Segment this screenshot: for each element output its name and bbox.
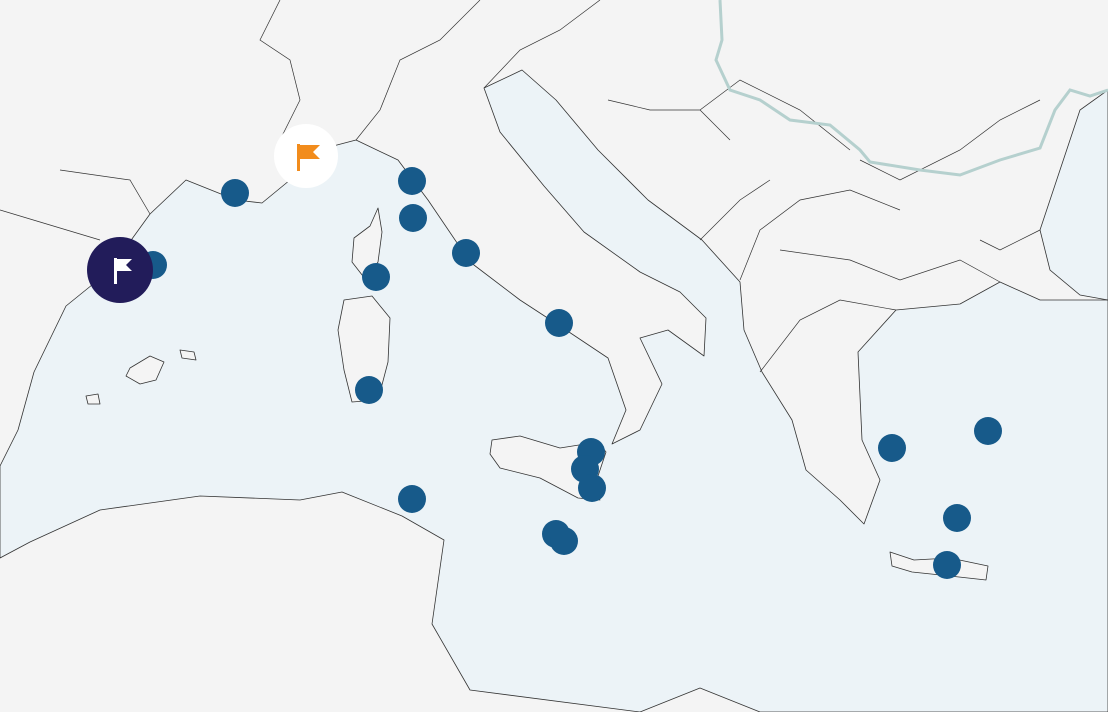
location-marker[interactable] (933, 551, 961, 579)
location-marker[interactable] (974, 417, 1002, 445)
river (714, 0, 1108, 177)
menorca (179, 349, 197, 361)
location-marker[interactable] (398, 485, 426, 513)
location-marker[interactable] (452, 239, 480, 267)
location-marker[interactable] (399, 204, 427, 232)
location-marker[interactable] (355, 376, 383, 404)
location-marker[interactable] (878, 434, 906, 462)
location-marker[interactable] (221, 179, 249, 207)
location-marker[interactable] (943, 504, 971, 532)
location-marker[interactable] (550, 527, 578, 555)
borders (0, 0, 1041, 373)
location-marker[interactable] (398, 167, 426, 195)
location-marker[interactable] (362, 263, 390, 291)
markers (139, 167, 1002, 579)
flag-icon (114, 258, 132, 284)
location-marker[interactable] (545, 309, 573, 337)
corsica (351, 207, 383, 281)
location-marker[interactable] (578, 474, 606, 502)
black-sea (1039, 89, 1108, 301)
start-marker[interactable] (87, 237, 153, 303)
flag-icon (297, 144, 320, 171)
ibiza (85, 393, 101, 405)
end-marker[interactable] (274, 124, 338, 188)
mallorca (125, 355, 165, 385)
